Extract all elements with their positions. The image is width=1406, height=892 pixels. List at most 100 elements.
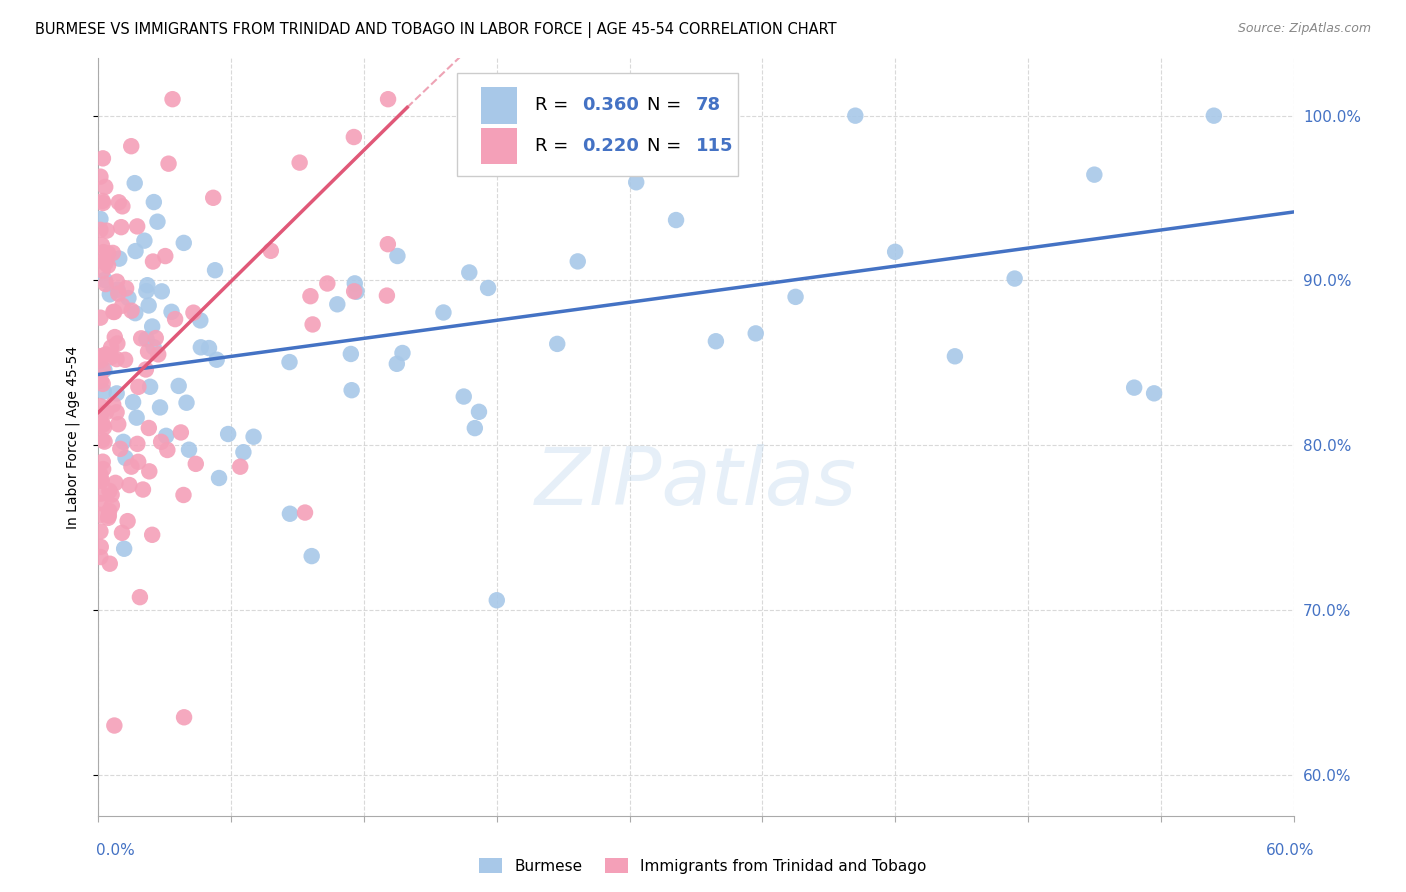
Point [785,290,807,304]
Point [142,254,165,268]
Point [844,109,866,123]
Point [90,374,112,388]
Point [146,215,169,229]
Point [1143,386,1166,401]
Point [205,352,228,367]
Point [91,363,114,377]
Point [103,305,125,319]
Point [136,344,159,359]
Point [124,306,146,320]
Point [93,384,115,399]
Point [294,506,316,520]
Point [183,306,205,320]
Point [129,590,152,604]
Point [90,486,112,500]
Text: 0.360: 0.360 [582,96,640,114]
Point [567,254,589,268]
Point [141,528,163,542]
Point [884,244,907,259]
Point [98,504,121,518]
Point [89,349,111,363]
FancyBboxPatch shape [457,73,738,176]
Point [135,284,157,298]
Point [432,305,454,319]
Point [105,386,128,401]
Point [148,347,170,361]
Point [96,224,118,238]
Point [93,245,115,260]
Text: N =: N = [647,96,688,114]
Point [1083,168,1105,182]
Point [546,337,568,351]
Point [120,459,142,474]
Point [170,425,193,440]
Point [177,442,200,457]
Point [150,285,173,299]
Point [117,291,139,305]
Point [107,417,129,432]
Point [464,421,486,435]
Point [98,287,121,301]
Point [145,331,167,345]
Point [453,390,475,404]
Point [458,265,481,279]
Text: 78: 78 [696,96,721,114]
Point [94,405,117,419]
Point [1123,381,1146,395]
Text: BURMESE VS IMMIGRANTS FROM TRINIDAD AND TOBAGO IN LABOR FORCE | AGE 45-54 CORREL: BURMESE VS IMMIGRANTS FROM TRINIDAD AND … [35,22,837,38]
Point [242,430,264,444]
Point [89,223,111,237]
Point [89,399,111,413]
Point [385,357,408,371]
Point [97,259,120,273]
Point [343,130,366,145]
Point [108,195,131,210]
Point [343,277,366,291]
Point [89,352,111,367]
Point [173,235,195,250]
Point [340,347,363,361]
Point [162,92,184,106]
Point [138,464,160,478]
Point [139,380,162,394]
Point [93,363,115,377]
Point [107,286,129,301]
Text: Source: ZipAtlas.com: Source: ZipAtlas.com [1237,22,1371,36]
Point [107,283,129,297]
Point [745,326,768,341]
Point [91,376,114,391]
Point [138,421,160,435]
Point [91,196,114,211]
Point [90,408,112,422]
Legend: Burmese, Immigrants from Trinidad and Tobago: Burmese, Immigrants from Trinidad and To… [472,852,934,880]
Point [115,281,138,295]
Point [124,244,146,258]
Point [343,285,366,299]
Point [90,474,112,488]
Point [93,273,115,287]
Point [89,496,111,510]
Point [98,483,121,498]
Point [97,246,120,260]
Point [1382,315,1405,329]
Point [111,199,134,213]
Text: 60.0%: 60.0% [1267,843,1315,858]
Point [288,155,311,169]
Point [477,281,499,295]
Point [91,194,114,208]
Point [136,278,159,293]
Point [104,330,127,344]
Text: ZIPatlas: ZIPatlas [534,443,858,522]
Point [89,467,111,482]
Point [105,336,128,351]
Point [94,256,117,270]
Point [94,277,117,291]
Point [111,525,134,540]
Point [97,508,120,523]
Point [125,410,148,425]
Point [301,318,323,332]
Point [160,305,183,319]
Point [104,475,127,490]
Point [127,437,149,451]
Point [375,288,398,302]
